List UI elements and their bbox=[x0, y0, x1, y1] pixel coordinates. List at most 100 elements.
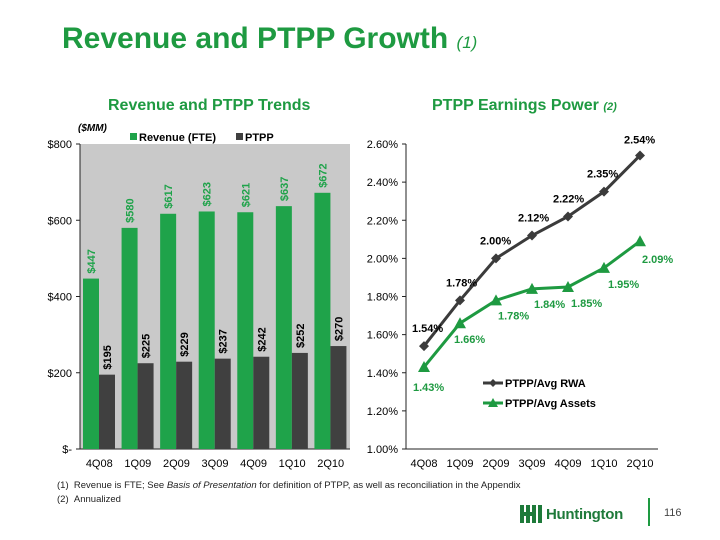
x-tick-label: 4Q08 bbox=[411, 458, 438, 470]
assets-data-label: 1.95% bbox=[608, 279, 639, 291]
footnote-1: (1) Revenue is FTE; See Basis of Present… bbox=[57, 480, 521, 491]
ptpp-bar bbox=[291, 352, 308, 449]
x-tick-label: 2Q10 bbox=[317, 458, 344, 470]
y-tick-label: 1.60% bbox=[367, 330, 398, 342]
legend-label-revenue: Revenue (FTE) bbox=[139, 132, 216, 144]
revenue-data-label: $621 bbox=[240, 183, 252, 207]
assets-data-label: 1.43% bbox=[413, 382, 444, 394]
huntington-logo-icon bbox=[520, 505, 542, 523]
ptpp-bar bbox=[176, 361, 193, 449]
ptpp-data-label: $229 bbox=[179, 332, 191, 356]
revenue-data-label: $623 bbox=[202, 182, 214, 206]
ptpp-data-label: $225 bbox=[141, 334, 153, 358]
revenue-bar bbox=[275, 206, 292, 449]
ptpp-bar bbox=[330, 346, 347, 449]
legend-marker-rwa bbox=[489, 379, 497, 387]
x-tick-label: 3Q09 bbox=[202, 458, 229, 470]
revenue-data-label: $447 bbox=[86, 249, 98, 273]
assets-point bbox=[418, 361, 430, 373]
x-tick-label: 1Q09 bbox=[447, 458, 474, 470]
legend-swatch-revenue bbox=[130, 133, 137, 140]
rwa-point bbox=[491, 253, 501, 264]
x-tick-label: 1Q10 bbox=[591, 458, 618, 470]
line-chart-title: PTPP Earnings Power (2) bbox=[432, 97, 617, 114]
revenue-bar bbox=[160, 213, 177, 449]
assets-point bbox=[598, 261, 610, 273]
x-tick-label: 4Q09 bbox=[240, 458, 267, 470]
assets-point bbox=[454, 317, 466, 329]
y-tick-label: 1.40% bbox=[367, 368, 398, 380]
unit-label: ($MM) bbox=[78, 123, 108, 134]
assets-data-label: 1.84% bbox=[534, 299, 565, 311]
ptpp-data-label: $242 bbox=[256, 327, 268, 351]
revenue-data-label: $617 bbox=[163, 184, 175, 208]
x-tick-label: 2Q09 bbox=[483, 458, 510, 470]
rwa-data-label: 1.78% bbox=[446, 277, 477, 289]
y-tick-label: 1.20% bbox=[367, 406, 398, 418]
x-tick-label: 3Q09 bbox=[519, 458, 546, 470]
x-tick-label: 2Q09 bbox=[163, 458, 190, 470]
y-tick-label: 2.60% bbox=[367, 139, 398, 151]
line-chart-title-note: (2) bbox=[603, 101, 617, 113]
y-tick-label: 1.80% bbox=[367, 292, 398, 304]
ptpp-bar bbox=[253, 356, 270, 449]
rwa-data-label: 2.54% bbox=[624, 134, 655, 146]
y-tick-label: 2.00% bbox=[367, 253, 398, 265]
assets-data-label: 1.78% bbox=[498, 310, 529, 322]
revenue-bar bbox=[314, 192, 331, 450]
y-tick-label: $800 bbox=[48, 139, 72, 151]
footnote-2: (2) Annualized bbox=[57, 494, 121, 505]
rwa-point bbox=[635, 150, 645, 161]
x-tick-label: 4Q09 bbox=[555, 458, 582, 470]
y-tick-label: $600 bbox=[48, 215, 72, 227]
revenue-bar bbox=[121, 227, 138, 449]
rwa-data-label: 2.35% bbox=[587, 169, 618, 181]
ptpp-data-label: $270 bbox=[333, 317, 345, 341]
assets-point bbox=[562, 280, 574, 292]
ptpp-bar bbox=[214, 358, 231, 449]
assets-data-label: 2.09% bbox=[642, 254, 673, 266]
x-tick-label: 1Q10 bbox=[279, 458, 306, 470]
y-tick-label: $400 bbox=[48, 292, 72, 304]
rwa-data-label: 2.00% bbox=[480, 235, 511, 247]
y-tick-label: 1.00% bbox=[367, 444, 398, 456]
bar-chart-title: Revenue and PTPP Trends bbox=[108, 97, 311, 114]
x-tick-label: 2Q10 bbox=[627, 458, 654, 470]
ptpp-data-label: $252 bbox=[295, 323, 307, 347]
y-tick-label: 2.40% bbox=[367, 177, 398, 189]
line-series-rwa bbox=[422, 154, 642, 347]
ptpp-data-label: $237 bbox=[218, 329, 230, 353]
y-tick-label: $200 bbox=[48, 368, 72, 380]
ptpp-bar bbox=[137, 363, 154, 449]
rwa-point bbox=[527, 230, 537, 241]
page-title: Revenue and PTPP Growth (1) bbox=[62, 22, 478, 55]
revenue-bar bbox=[198, 211, 215, 449]
revenue-data-label: $580 bbox=[125, 198, 137, 222]
divider bbox=[648, 498, 650, 526]
rwa-point bbox=[455, 295, 465, 306]
x-tick-label: 1Q09 bbox=[124, 458, 151, 470]
y-tick-label: $- bbox=[62, 444, 72, 456]
ptpp-data-label: $195 bbox=[102, 345, 114, 369]
revenue-data-label: $637 bbox=[279, 177, 291, 201]
revenue-bar bbox=[237, 212, 254, 449]
page-number: 116 bbox=[664, 507, 682, 519]
revenue-data-label: $672 bbox=[317, 163, 329, 187]
assets-data-label: 1.85% bbox=[571, 298, 602, 310]
assets-point bbox=[526, 282, 538, 294]
brand-logo: Huntington bbox=[520, 505, 623, 523]
assets-point bbox=[634, 235, 646, 247]
ptpp-bar bbox=[99, 374, 115, 449]
rwa-data-label: 1.54% bbox=[412, 323, 443, 335]
legend-label-rwa: PTPP/Avg RWA bbox=[505, 378, 586, 390]
legend-swatch-ptpp bbox=[236, 133, 243, 140]
legend-marker-assets bbox=[488, 398, 498, 407]
title-note: (1) bbox=[456, 33, 478, 52]
brand-name: Huntington bbox=[546, 505, 623, 523]
assets-point bbox=[490, 294, 502, 306]
rwa-data-label: 2.12% bbox=[518, 213, 549, 225]
rwa-point bbox=[563, 211, 573, 222]
assets-data-label: 1.66% bbox=[454, 334, 485, 346]
